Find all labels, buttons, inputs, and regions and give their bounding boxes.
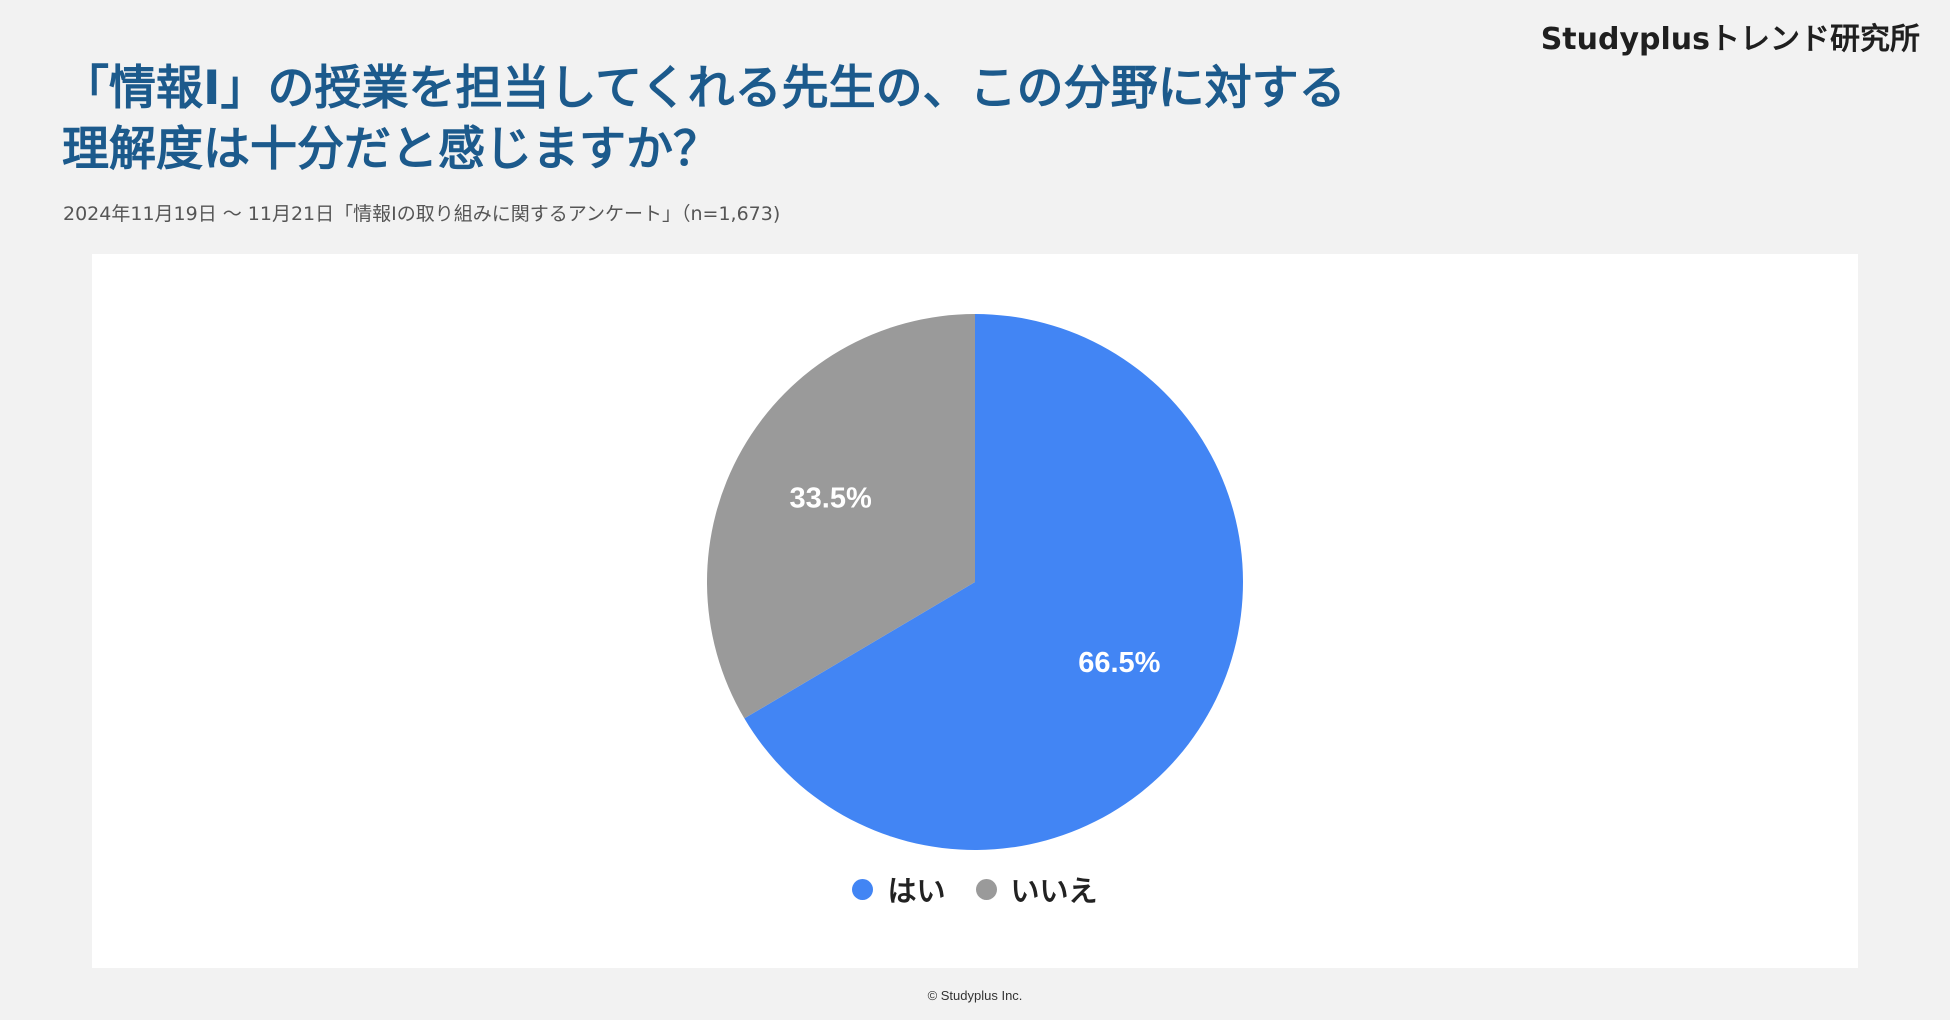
pie-slice-label-2: 33.5%	[790, 482, 872, 514]
pie-slice-2	[707, 314, 975, 719]
survey-subtitle: 2024年11月19日 〜 11月21日「情報Ⅰの取り組みに関するアンケート」（…	[63, 203, 781, 225]
page-title-line-2: 理解度は十分だと感じますか？	[62, 122, 720, 177]
legend-label-1: はい	[887, 874, 946, 908]
legend-item-1: はい	[852, 868, 946, 910]
pie-chart: 66.5% 33.5%	[707, 314, 1244, 850]
page-title: 「情報Ⅰ」の授業を担当してくれる先生の、この分野に対する 理解度は十分だと感じま…	[62, 58, 1462, 180]
brand-logo: Studyplusトレンド研究所	[1540, 22, 1920, 57]
chart-legend: はい いいえ	[92, 868, 1858, 910]
chart-panel: 66.5% 33.5% はい いいえ	[92, 254, 1858, 968]
legend-swatch-1	[852, 878, 874, 900]
pie-slice-1	[744, 314, 1244, 850]
legend-label-2: いいえ	[1010, 874, 1098, 908]
page-title-line-1: 「情報Ⅰ」の授業を担当してくれる先生の、この分野に対する	[62, 61, 1346, 116]
legend-item-2: いいえ	[975, 868, 1098, 910]
legend-swatch-2	[975, 878, 997, 900]
pie-slice-label-1: 66.5%	[1078, 647, 1160, 679]
copyright-footer: © Studyplus Inc.	[927, 988, 1023, 1003]
